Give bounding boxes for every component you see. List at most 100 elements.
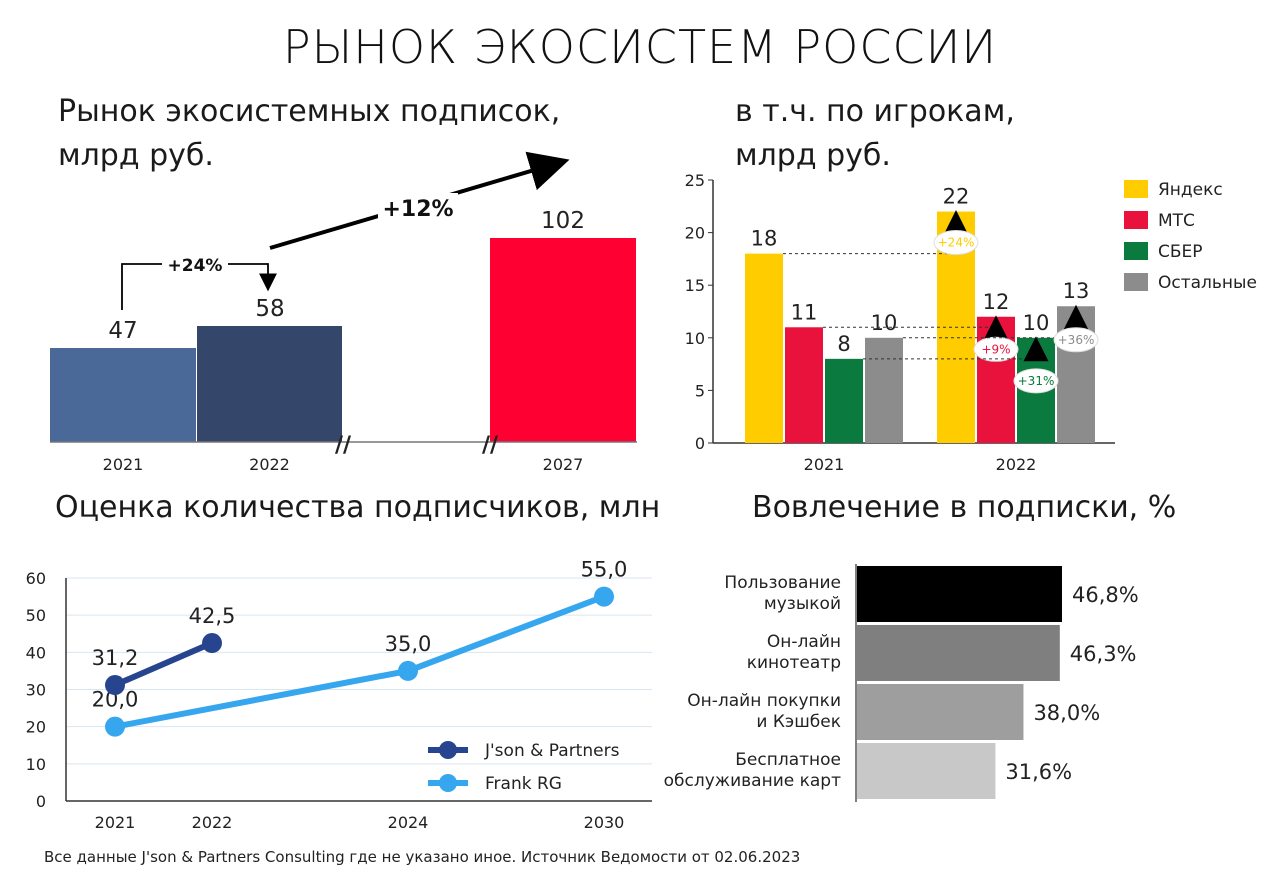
engagement-value-label-4: 31,6% [1005, 760, 1072, 784]
engagement-value-label-1: 46,8% [1072, 583, 1139, 607]
players-value-label-МТС-2022: 12 [983, 290, 1010, 314]
subscribers-y-tick-label: 30 [26, 681, 46, 700]
subscribers-point [105, 675, 125, 696]
players-bar-МТС-2021 [785, 327, 823, 443]
players-value-label-Остальные-2021: 10 [871, 311, 898, 335]
players-bar-chart: 0 5 10 15 20 25 18 22 11 12 8 10 10 13 2021 2022 +24% +9%… [685, 171, 1257, 474]
subscribers-x-tick-label: 2022 [192, 813, 233, 832]
players-growth-label-СБЕР: +31% [1018, 374, 1055, 388]
engagement-bar-2 [857, 625, 1060, 681]
market-growth-label-1: +24% [168, 256, 223, 276]
market-category-label-2021: 2021 [103, 455, 144, 474]
players-growth-badge-Остальные [1053, 327, 1099, 353]
engagement-category-label-4: обслуживание карт [664, 771, 841, 791]
players-legend-swatch-СБЕР [1124, 242, 1148, 260]
market-category-label-2022: 2022 [249, 455, 290, 474]
engagement-bar-4 [857, 743, 996, 799]
players-value-label-МТС-2021: 11 [791, 300, 818, 324]
engagement-value-label-3: 38,0% [1033, 701, 1100, 725]
players-legend-label-СБЕР: СБЕР [1158, 242, 1203, 262]
players-legend-label-МТС: МТС [1158, 211, 1195, 231]
players-value-label-Яндекс-2022: 22 [943, 185, 970, 209]
players-y-tick-label: 5 [695, 381, 705, 400]
market-title-line2: млрд руб. [58, 138, 214, 173]
players-growth-badge-СБЕР [1013, 368, 1059, 394]
market-axis-break-2: // [482, 433, 499, 458]
market-bar-2022 [197, 326, 342, 442]
players-y-tick-label: 15 [685, 276, 705, 295]
market-value-label-2021: 47 [108, 318, 137, 344]
market-panel-title: Рынок экосистемных подписок, млрд руб. [58, 90, 560, 178]
players-y-tick-label: 25 [685, 171, 705, 190]
market-growth-label-bg [162, 252, 228, 276]
subscribers-y-tick-label: 40 [26, 643, 46, 662]
subscribers-legend-label: J'son & Partners [484, 741, 620, 761]
players-growth-label-Остальные: +36% [1058, 333, 1095, 347]
players-legend-swatch-Яндекс [1124, 180, 1148, 198]
players-category-label-2022: 2022 [996, 455, 1037, 474]
subscribers-series-line-jsonpartners [113, 640, 214, 688]
subscribers-y-tick-label: 60 [26, 569, 46, 588]
players-value-label-Яндекс-2021: 18 [751, 227, 778, 251]
subscribers-y-tick-label: 0 [36, 792, 46, 811]
subscribers-x-tick-label: 2024 [388, 813, 429, 832]
subscribers-y-tick-label: 20 [26, 718, 46, 737]
engagement-category-label-1: Пользование [724, 573, 841, 593]
engagement-category-label-3: Он-лайн покупки [687, 691, 841, 711]
players-legend-label-Яндекс: Яндекс [1158, 180, 1223, 200]
players-title-line2: млрд руб. [735, 138, 891, 173]
subscribers-point [202, 633, 222, 654]
subscribers-point [398, 660, 418, 681]
market-title-line1: Рынок экосистемных подписок, [58, 94, 561, 129]
subscribers-legend-marker [439, 774, 457, 792]
players-growth-label-МТС: +9% [981, 342, 1010, 356]
players-category-label-2021: 2021 [804, 455, 845, 474]
subscribers-point-label: 55,0 [581, 558, 628, 582]
subscribers-legend-label: Frank RG [485, 774, 562, 794]
subscribers-point [594, 586, 614, 607]
players-value-label-Остальные-2022: 13 [1063, 279, 1090, 303]
engagement-bar-1 [857, 566, 1062, 622]
market-growth-label-2: +12% [382, 197, 453, 222]
page-title: РЫНОК ЭКОСИСТЕМ РОССИИ [282, 20, 998, 74]
subscribers-panel-title: Оценка количества подписчиков, млн [55, 490, 661, 525]
players-panel-title: в т.ч. по игрокам, млрд руб. [735, 90, 1015, 178]
market-value-label-2027: 102 [541, 208, 585, 234]
engagement-category-label-1: музыкой [764, 594, 841, 614]
engagement-bar-3 [857, 684, 1024, 740]
players-title-line1: в т.ч. по игрокам, [735, 94, 1015, 129]
subscribers-x-tick-label: 2030 [584, 813, 625, 832]
subscribers-point-label: 31,2 [92, 646, 139, 670]
engagement-value-label-2: 46,3% [1070, 642, 1137, 666]
players-legend-swatch-Остальные [1124, 273, 1148, 291]
players-growth-badge-Яндекс [933, 230, 979, 256]
market-bar-chart: 47 2021 58 2022 102 2027 // // +24% +12% [50, 151, 637, 474]
players-value-label-СБЕР-2022: 10 [1023, 311, 1050, 335]
engagement-category-label-3: и Кэшбек [756, 712, 841, 732]
players-bar-СБЕР-2021 [825, 358, 863, 443]
players-legend-swatch-МТС [1124, 211, 1148, 229]
players-bar-Остальные-2021 [865, 337, 903, 443]
market-bar-2021 [50, 348, 196, 442]
subscribers-y-tick-label: 10 [26, 755, 46, 774]
engagement-category-label-2: кинотеатр [747, 653, 841, 673]
subscribers-y-tick-label: 50 [26, 606, 46, 625]
players-growth-badge-МТС [973, 336, 1019, 362]
players-y-tick-label: 20 [685, 224, 705, 243]
engagement-category-label-4: Бесплатное [735, 750, 841, 770]
engagement-panel-title: Вовлечение в подписки, % [752, 490, 1177, 525]
market-category-label-2027: 2027 [543, 455, 584, 474]
subscribers-point [105, 716, 125, 737]
players-y-tick-label: 0 [695, 434, 705, 453]
market-bar-2027 [490, 238, 636, 442]
players-y-tick-label: 10 [685, 329, 705, 348]
subscribers-legend-marker [439, 741, 457, 759]
players-bar-Яндекс-2021 [745, 253, 783, 443]
players-value-label-СБЕР-2021: 8 [837, 332, 850, 356]
players-legend-label-Остальные: Остальные [1158, 273, 1257, 293]
engagement-category-label-2: Он-лайн [767, 632, 841, 652]
market-growth-label-2-bg [378, 193, 458, 223]
